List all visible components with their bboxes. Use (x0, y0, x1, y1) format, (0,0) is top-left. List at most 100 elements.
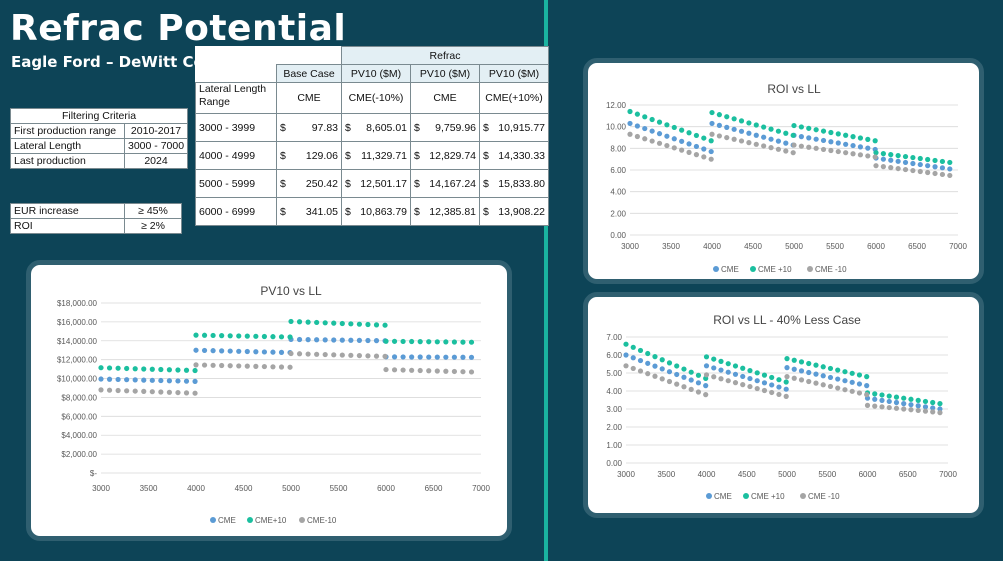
data-point (296, 336, 303, 343)
data-point (115, 376, 121, 383)
data-point (932, 164, 938, 170)
y-tick-label: 0.00 (606, 459, 622, 468)
data-point (747, 383, 753, 390)
y-tick-label: 6.00 (606, 351, 622, 360)
table-row: ROI ≥ 2% (10, 218, 182, 234)
y-tick-label: $18,000.00 (57, 299, 98, 308)
data-point (652, 363, 658, 369)
data-point (761, 124, 767, 130)
data-point (738, 128, 745, 134)
data-point (895, 152, 901, 159)
data-point (627, 120, 633, 127)
pv10-chart-card: PV10 vs LL $- $2,000.00 $4,000.00 $6,000.00 $… (26, 260, 512, 541)
data-point (873, 150, 879, 156)
data-point (426, 354, 432, 360)
filtering-header: Filtering Criteria (9, 108, 189, 124)
y-tick-label: 1.00 (606, 441, 622, 450)
value-cell: $15,833.80 (479, 169, 549, 198)
x-tick-label: 3500 (657, 470, 675, 479)
filtering-criteria-table: Filtering Criteria First production rang… (9, 108, 189, 169)
value-cell: $250.42 (276, 169, 342, 198)
data-point (417, 367, 423, 374)
value-cell: $8,605.01 (341, 113, 411, 142)
y-tick-label: 10.00 (606, 123, 627, 132)
value-cell: $97.83 (276, 113, 342, 142)
data-point (314, 351, 320, 357)
data-point (244, 363, 250, 369)
data-point (835, 140, 841, 146)
data-point (183, 378, 190, 384)
data-point (827, 365, 834, 372)
data-point (703, 354, 710, 360)
legend-label: CME +10 (751, 492, 785, 501)
data-point (790, 150, 796, 156)
y-tick-label: 12.00 (606, 101, 627, 110)
y-tick-label: $8,000.00 (61, 393, 97, 402)
legend-marker (713, 266, 719, 272)
data-point (835, 131, 841, 137)
currency-symbol: $ (345, 177, 351, 190)
data-point (253, 349, 259, 355)
value-cell: $11,329.71 (341, 141, 411, 170)
data-point (776, 384, 782, 390)
data-point (468, 369, 475, 375)
data-point (754, 370, 760, 376)
data-point (865, 145, 871, 151)
data-point (725, 378, 731, 384)
data-point (703, 383, 709, 389)
data-point (305, 351, 311, 357)
data-point (856, 381, 863, 387)
data-point (391, 367, 398, 373)
data-point (724, 124, 730, 130)
data-point (872, 403, 878, 409)
x-tick-label: 5500 (826, 242, 844, 251)
criterion-label: Last production (10, 153, 125, 169)
data-point (753, 141, 759, 147)
x-tick-label: 3000 (621, 242, 639, 251)
data-point (166, 367, 172, 373)
data-point (451, 368, 457, 375)
data-point (219, 348, 225, 354)
value-text: 14,330.33 (498, 149, 545, 162)
data-point (895, 165, 901, 172)
data-point (783, 140, 789, 146)
data-point (908, 407, 914, 413)
data-point (166, 378, 172, 384)
data-point (828, 129, 834, 136)
vertical-divider (544, 0, 548, 561)
data-point (106, 387, 113, 393)
value-cell: $341.05 (276, 197, 342, 226)
data-point (865, 153, 871, 159)
data-point (813, 380, 819, 386)
table-row: 5000 - 5999 $250.42 $12,501.17 $14,167.24 $1… (195, 169, 549, 198)
data-point (627, 131, 633, 137)
x-tick-label: 3000 (617, 470, 635, 479)
data-point (769, 374, 775, 381)
data-point (296, 351, 303, 357)
threshold-value: ≥ 45% (124, 203, 182, 219)
data-point (175, 378, 181, 384)
data-point (784, 374, 790, 380)
data-point (106, 365, 113, 371)
data-point (701, 135, 707, 141)
data-point (219, 333, 225, 339)
data-point (908, 402, 914, 408)
data-point (917, 155, 923, 162)
table-row: 6000 - 6999 $341.05 $10,863.79 $12,385.81 $1… (195, 197, 549, 226)
data-point (703, 363, 710, 369)
data-point (947, 172, 953, 179)
chart-title: ROI vs LL (767, 82, 821, 96)
data-point (917, 161, 923, 168)
data-point (149, 377, 155, 383)
data-point (932, 170, 938, 177)
data-point (754, 378, 760, 384)
data-point (761, 372, 768, 378)
data-point (365, 337, 371, 344)
data-point (783, 393, 789, 399)
data-point (791, 122, 797, 129)
data-point (902, 153, 909, 160)
value-text: 9,759.96 (435, 121, 476, 134)
data-point (910, 167, 916, 174)
data-point (725, 361, 731, 367)
value-text: 10,863.79 (360, 205, 407, 218)
